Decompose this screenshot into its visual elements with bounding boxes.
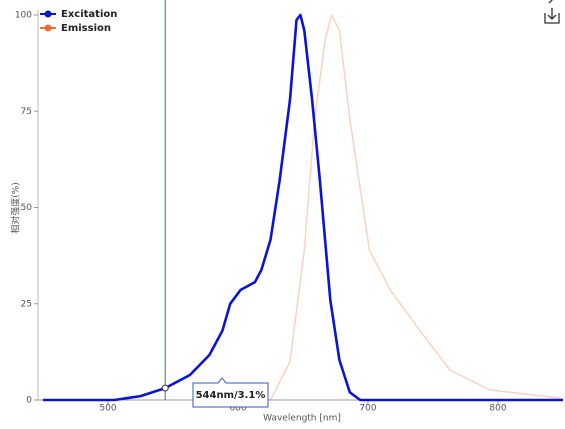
download-icon[interactable]: [544, 0, 560, 24]
cursor-point: [161, 384, 169, 392]
tooltip-label: 544nm/3.1%: [196, 390, 266, 401]
legend: Excitation Emission: [40, 9, 117, 34]
series-line: [269, 14, 561, 401]
icon-arrow: [547, 8, 557, 20]
legend-label: Emission: [61, 23, 111, 34]
legend-marker: [44, 10, 52, 18]
x-tick-label: 800: [489, 404, 506, 414]
y-tick-label: 0: [26, 396, 32, 406]
legend-label: Excitation: [61, 9, 117, 20]
y-tick-label: 50: [21, 203, 33, 213]
x-axis-label: Wavelength [nm]: [263, 414, 341, 424]
y-axis-label: 相对强度(%): [10, 182, 22, 234]
icon-tray: [544, 13, 560, 24]
icon-share: [548, 0, 553, 4]
y-tick-label: 75: [21, 107, 32, 117]
y-tick-label: 25: [21, 299, 32, 309]
series-line: [43, 13, 563, 402]
x-tick-label: 600: [229, 404, 246, 414]
tooltip-box: [192, 377, 269, 408]
legend-marker: [44, 24, 52, 32]
x-tick-label: 500: [99, 404, 116, 414]
y-tick-label: 100: [15, 11, 32, 21]
x-tick-label: 700: [359, 404, 376, 414]
